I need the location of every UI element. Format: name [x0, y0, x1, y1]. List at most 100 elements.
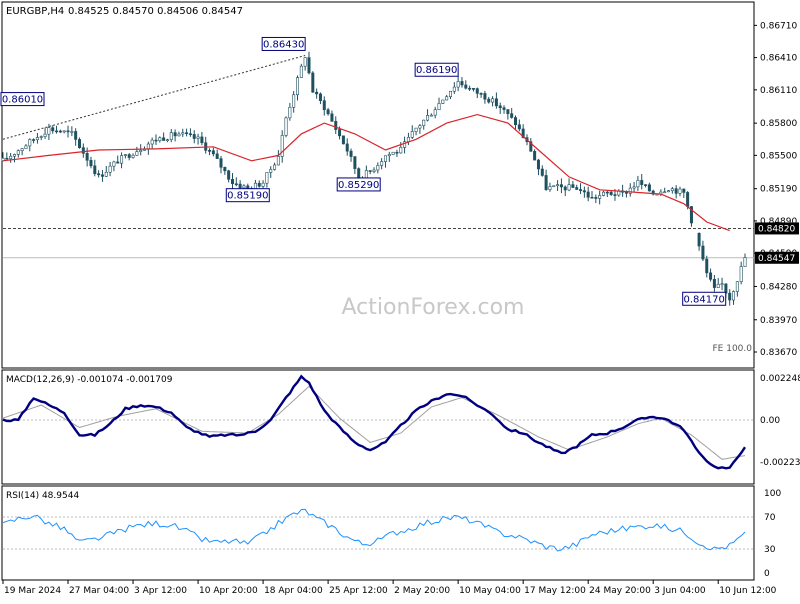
sma-line [2, 113, 730, 232]
candle-body [77, 139, 81, 148]
candle-body [345, 143, 349, 152]
candle-body [341, 135, 345, 145]
candle-body [464, 84, 468, 89]
candle-body [517, 124, 521, 130]
candle-body [89, 159, 93, 167]
x-tick-label: 10 May 04:00 [459, 586, 521, 596]
candle-body [514, 117, 518, 126]
swing-label: 0.85190 [227, 191, 268, 202]
candle-body [418, 125, 422, 129]
candle-body [288, 106, 292, 119]
candle-body [211, 150, 215, 155]
price-panel-frame [1, 1, 755, 369]
candle-body [502, 107, 506, 110]
candle-body [12, 154, 16, 157]
candle-body [471, 88, 475, 90]
candle-body [640, 180, 644, 185]
candle-body [66, 130, 70, 133]
candle-body [284, 117, 288, 136]
price-tag-label: 0.84547 [758, 254, 795, 264]
candle-body [712, 279, 716, 288]
candle-body [169, 132, 173, 140]
candle-body [521, 128, 525, 138]
swing-label-box [414, 62, 459, 77]
candle-body [647, 184, 651, 192]
candle-body [422, 119, 426, 126]
candle-body [188, 133, 192, 136]
candle-body [5, 157, 9, 160]
candle-body [456, 81, 460, 88]
candle-body [120, 155, 124, 164]
candle-body [644, 184, 648, 186]
rsi-panel-frame [1, 485, 755, 581]
price-tick-label: 0.86410 [760, 54, 797, 64]
price-layer: 0.86010 0.85190 0.86430 0.85290 0.86190 0.841… [0, 36, 754, 306]
price-tick-label: 0.85500 [760, 151, 797, 161]
candle-body [32, 139, 36, 141]
candle-body [506, 109, 510, 114]
candle-body [586, 191, 590, 198]
price-tick-label: 0.84890 [760, 217, 797, 227]
candle-body [598, 195, 602, 199]
candle-body [575, 187, 579, 190]
candle-body [460, 81, 464, 86]
rsi-tick-label: 70 [764, 513, 776, 523]
candle-body [544, 175, 548, 190]
x-tick-label: 27 Mar 04:00 [69, 586, 129, 596]
candle-body [51, 127, 55, 132]
price-tag-box [755, 251, 799, 264]
candle-body [135, 151, 139, 156]
candle-body [498, 105, 502, 109]
macd-tick-label: -0.002236 [760, 458, 800, 468]
candle-body [74, 131, 78, 140]
candle-body [735, 281, 739, 292]
candle-body [437, 103, 441, 111]
candle-body [104, 171, 108, 177]
candle-body [376, 165, 380, 171]
macd-title: MACD(12,26,9) -0.001074 -0.001709 [6, 375, 173, 385]
candle-body [116, 161, 120, 164]
candle-body [563, 186, 567, 191]
signal-line [2, 385, 746, 460]
candle-body [292, 94, 296, 108]
candle-body [682, 188, 686, 193]
candle-body [97, 173, 101, 176]
candle-body [234, 183, 238, 186]
candle-body [720, 283, 724, 286]
candle-body [594, 197, 598, 199]
candle-body [326, 109, 330, 115]
candle-body [265, 172, 269, 184]
candle-body [651, 190, 655, 195]
swing-label-box [0, 92, 45, 107]
candle-body [177, 133, 181, 137]
candle-body [445, 96, 449, 101]
rsi-tick-label: 30 [764, 545, 776, 555]
candle-body [689, 206, 693, 224]
candle-body [395, 151, 399, 154]
x-tick-label: 3 Jun 04:00 [654, 586, 706, 596]
candle-body [387, 154, 391, 157]
candle-body [732, 291, 736, 301]
candle-body [123, 154, 127, 156]
candle-body [58, 130, 62, 133]
candle-body [165, 139, 169, 141]
candle-body [43, 133, 47, 137]
candle-body [728, 292, 732, 301]
candle-body [62, 130, 66, 133]
x-tick-label: 10 Apr 20:00 [199, 586, 258, 596]
candle-body [494, 98, 498, 107]
candle-body [242, 185, 246, 189]
candle-body [487, 98, 491, 103]
price-tag-box [755, 222, 799, 235]
candle-body [670, 188, 674, 192]
x-tick-label: 10 Jun 12:00 [719, 586, 776, 596]
candle-body [81, 147, 85, 154]
candle-body [215, 153, 219, 159]
candle-body [162, 137, 166, 141]
candle-body [364, 170, 368, 179]
candle-body [571, 184, 575, 188]
candle-body [567, 184, 571, 191]
candle-body [433, 109, 437, 116]
x-tick-label: 25 Apr 12:00 [329, 586, 388, 596]
candle-body [609, 191, 613, 195]
